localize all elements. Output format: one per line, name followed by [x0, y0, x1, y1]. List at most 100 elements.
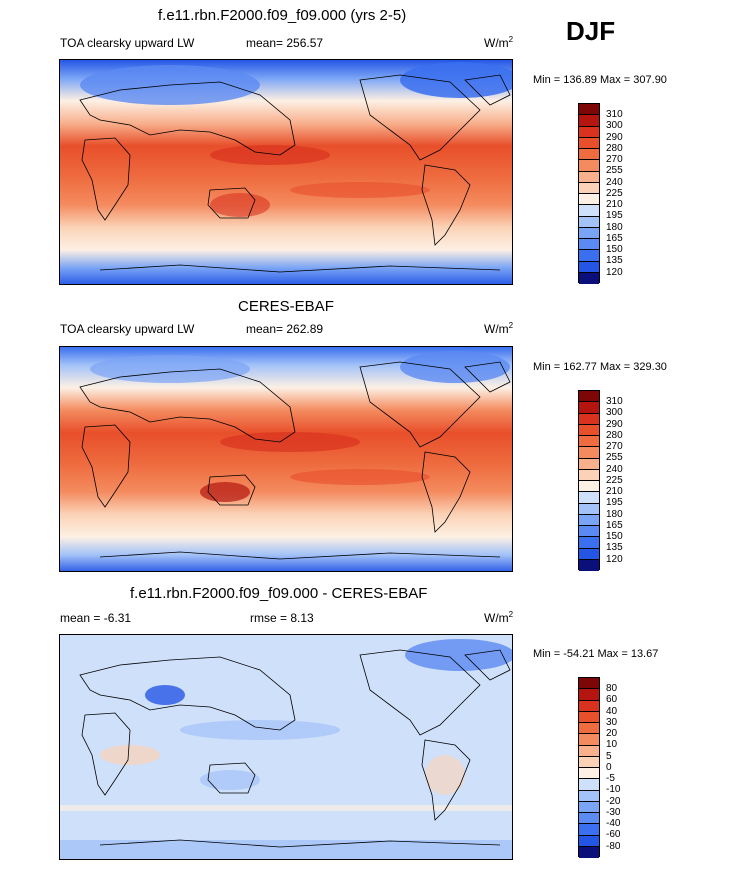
colorbar-swatch [579, 194, 599, 206]
colorbar-tick-label: 255 [606, 452, 623, 463]
colorbar-tick-label: 135 [606, 255, 623, 266]
colorbar-swatch [579, 678, 599, 690]
panel2-minmax: Min = 162.77 Max = 329.30 [533, 361, 667, 373]
colorbar-swatch [579, 824, 599, 836]
colorbar-tick-label: -30 [606, 807, 621, 818]
panel1-variable-label: TOA clearsky upward LW [60, 36, 195, 50]
colorbar-swatch [579, 391, 599, 403]
colorbar-swatch [579, 835, 599, 847]
panel2-title: CERES-EBAF [238, 298, 334, 315]
colorbar-tick-label: 280 [606, 430, 623, 441]
colorbar-tick-label: 310 [606, 396, 623, 407]
colorbar-tick-label: -40 [606, 818, 621, 829]
colorbar-swatch [579, 689, 599, 701]
colorbar-tick-label: -80 [606, 841, 621, 852]
colorbar-swatch [579, 492, 599, 504]
panel1-map [59, 59, 513, 285]
colorbar-tick-label: 290 [606, 132, 623, 143]
colorbar-tick-label: 240 [606, 464, 623, 475]
panel3-rmse-label: rmse = 8.13 [250, 611, 314, 625]
colorbar-swatch [579, 104, 599, 116]
colorbar-swatch [579, 272, 599, 284]
colorbar-tick-label: 210 [606, 486, 623, 497]
colorbar-tick-label: 5 [606, 751, 612, 762]
colorbar-swatch [579, 846, 599, 858]
colorbar-tick-label: -5 [606, 773, 615, 784]
colorbar-tick-label: 210 [606, 199, 623, 210]
panel2-variable-label: TOA clearsky upward LW [60, 322, 195, 336]
panel1-colorbar [578, 103, 600, 284]
colorbar-swatch [579, 261, 599, 273]
colorbar-tick-label: 195 [606, 210, 623, 221]
colorbar-swatch [579, 481, 599, 493]
colorbar-tick-label: 255 [606, 165, 623, 176]
colorbar-swatch [579, 436, 599, 448]
panel3-minmax: Min = -54.21 Max = 13.67 [533, 648, 659, 660]
colorbar-swatch [579, 447, 599, 459]
colorbar-tick-label: -20 [606, 796, 621, 807]
colorbar-swatch [579, 458, 599, 470]
colorbar-swatch [579, 149, 599, 161]
colorbar-tick-label: 240 [606, 177, 623, 188]
colorbar-swatch [579, 813, 599, 825]
colorbar-tick-label: 225 [606, 475, 623, 486]
colorbar-swatch [579, 779, 599, 791]
colorbar-swatch [579, 205, 599, 217]
colorbar-tick-label: 30 [606, 717, 618, 728]
colorbar-swatch [579, 250, 599, 262]
colorbar-tick-label: 10 [606, 739, 618, 750]
colorbar-swatch [579, 537, 599, 549]
panel3-title: f.e11.rbn.F2000.f09_f09.000 - CERES-EBAF [130, 585, 428, 602]
season-label: DJF [566, 16, 616, 46]
panel3-mean-label: mean = -6.31 [60, 611, 132, 625]
colorbar-swatch [579, 137, 599, 149]
colorbar-tick-label: 60 [606, 694, 618, 705]
panel3-map [59, 634, 513, 860]
colorbar-swatch [579, 424, 599, 436]
colorbar-tick-label: -10 [606, 784, 621, 795]
panel1-title: f.e11.rbn.F2000.f09_f09.000 (yrs 2-5) [158, 7, 407, 24]
panel1-mean-label: mean= 256.57 [246, 36, 324, 50]
colorbar-swatch [579, 115, 599, 127]
colorbar-swatch [579, 160, 599, 172]
panel2-colorbar [578, 390, 600, 571]
colorbar-swatch [579, 734, 599, 746]
colorbar-swatch [579, 227, 599, 239]
colorbar-tick-label: 270 [606, 441, 623, 452]
colorbar-tick-label: 120 [606, 267, 623, 278]
colorbar-swatch [579, 559, 599, 571]
colorbar-tick-label: 120 [606, 554, 623, 565]
colorbar-swatch [579, 216, 599, 228]
colorbar-swatch [579, 182, 599, 194]
colorbar-tick-label: 225 [606, 188, 623, 199]
colorbar-tick-label: 150 [606, 531, 623, 542]
colorbar-tick-label: 195 [606, 497, 623, 508]
colorbar-tick-label: 135 [606, 542, 623, 553]
colorbar-swatch [579, 526, 599, 538]
panel2-map [59, 346, 513, 572]
colorbar-tick-label: 165 [606, 520, 623, 531]
colorbar-swatch [579, 548, 599, 560]
colorbar-swatch [579, 745, 599, 757]
colorbar-tick-label: 310 [606, 109, 623, 120]
panel2-unit-label: W/m2 [484, 321, 514, 336]
colorbar-swatch [579, 402, 599, 414]
panel3-colorbar [578, 677, 600, 858]
panel3-unit-label: W/m2 [484, 610, 514, 625]
colorbar-swatch [579, 723, 599, 735]
colorbar-swatch [579, 768, 599, 780]
colorbar-tick-label: 0 [606, 762, 612, 773]
colorbar-swatch [579, 469, 599, 481]
colorbar-tick-label: 40 [606, 706, 618, 717]
panel2-mean-label: mean= 262.89 [246, 322, 324, 336]
colorbar-tick-label: 280 [606, 143, 623, 154]
colorbar-swatch [579, 790, 599, 802]
colorbar-swatch [579, 700, 599, 712]
panel1-minmax: Min = 136.89 Max = 307.90 [533, 74, 667, 86]
colorbar-swatch [579, 801, 599, 813]
colorbar-swatch [579, 126, 599, 138]
colorbar-tick-label: 180 [606, 509, 623, 520]
colorbar-tick-label: 180 [606, 222, 623, 233]
colorbar-tick-label: 20 [606, 728, 618, 739]
colorbar-swatch [579, 756, 599, 768]
